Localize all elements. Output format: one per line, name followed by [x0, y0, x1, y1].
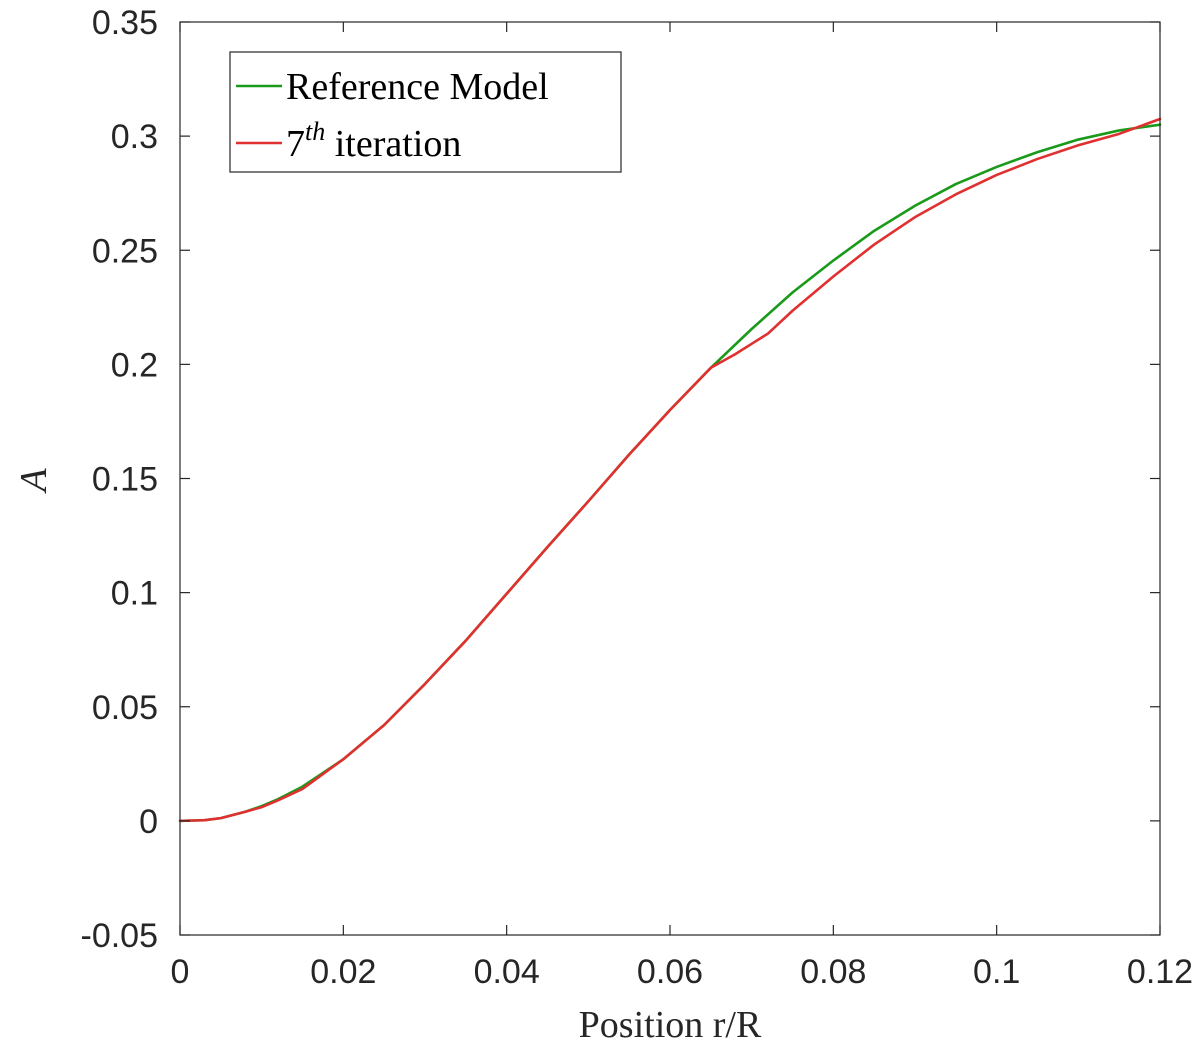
y-tick-label: 0.05: [92, 689, 158, 727]
x-tick-label: 0.06: [637, 953, 703, 991]
y-tick-label: 0.2: [111, 346, 158, 384]
x-axis-label: Position r/R: [579, 1004, 762, 1046]
ticks: 0 0.02 0.04 0.06 0.08 0.1 0.12 -0.05 0 0.05 0.1 0.1…: [81, 4, 1194, 991]
legend-label-7th-superscript: th: [305, 117, 325, 146]
legend-label-7th-rest: iteration: [325, 123, 461, 165]
x-tick-label: 0.08: [800, 953, 866, 991]
legend-label-reference-model: Reference Model: [286, 66, 549, 108]
x-tick-label: 0.04: [474, 953, 540, 991]
x-tick-label: 0.02: [310, 953, 376, 991]
legend-label-7th-base: 7: [286, 123, 305, 165]
y-tick-label: 0.35: [92, 4, 158, 42]
y-tick-label: -0.05: [81, 917, 159, 955]
legend: Reference Model 7th iteration: [229, 51, 622, 173]
legend-box: [229, 51, 622, 173]
x-tick-label: 0.1: [973, 953, 1020, 991]
y-tick-label: 0.25: [92, 232, 158, 270]
x-tick-label: 0.12: [1127, 953, 1193, 991]
series-line-reference-model: [178, 123, 1162, 823]
plot-lines: [178, 117, 1162, 823]
y-axis-label: A: [13, 468, 55, 495]
y-tick-label: 0: [139, 803, 158, 841]
legend-label-7th-iteration: 7th iteration: [286, 117, 461, 165]
series-line-7th-iteration: [178, 117, 1162, 823]
y-tick-label: 0.3: [111, 118, 158, 156]
x-tick-label: 0: [171, 953, 190, 991]
y-tick-label: 0.15: [92, 461, 158, 499]
y-tick-label: 0.1: [111, 575, 158, 613]
